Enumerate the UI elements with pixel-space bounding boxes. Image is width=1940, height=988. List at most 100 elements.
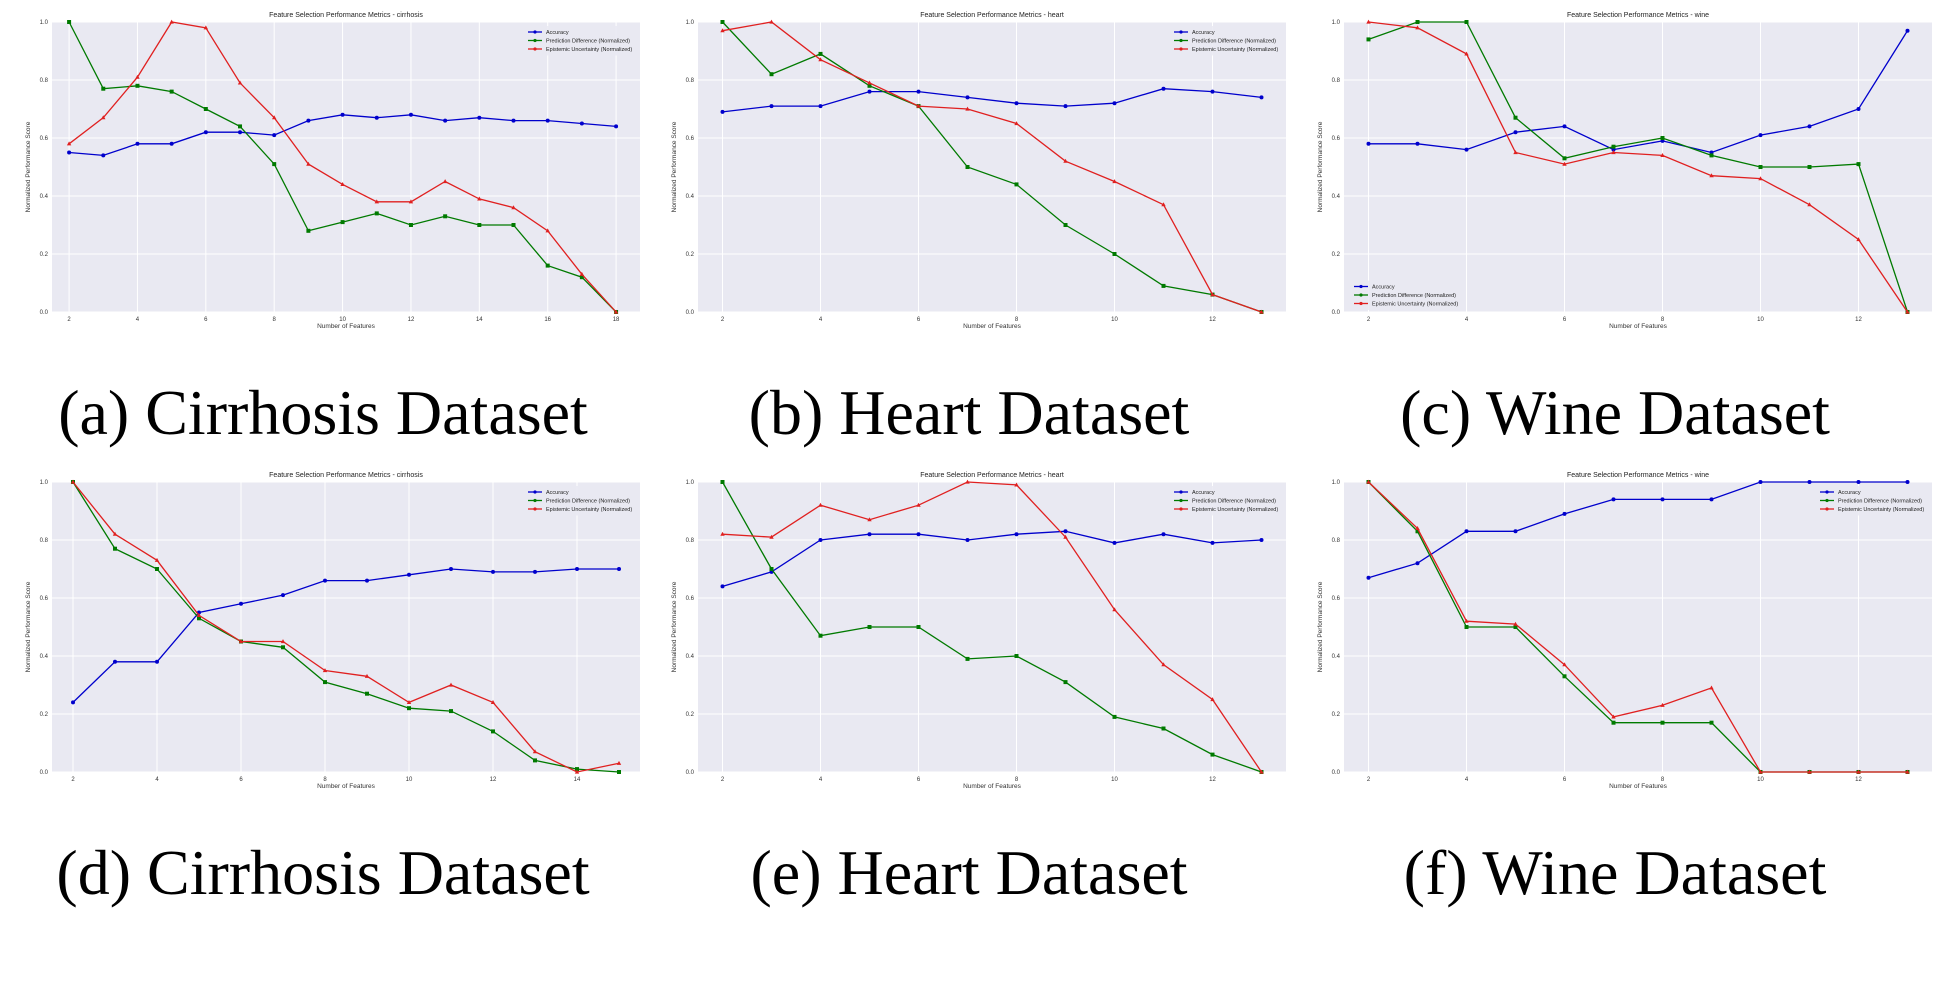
data-point-epistemic-uncertainty: [769, 19, 774, 24]
data-point-accuracy: [408, 112, 413, 117]
data-point-accuracy: [281, 593, 285, 598]
legend-label-accuracy: Accuracy: [546, 490, 569, 496]
data-point-prediction-difference: [1562, 674, 1567, 679]
x-tick-label: 4: [1465, 777, 1469, 783]
x-axis-label: Number of Features: [963, 323, 1022, 330]
data-point-epistemic-uncertainty: [532, 749, 538, 754]
data-point-epistemic-uncertainty: [1905, 769, 1910, 774]
x-tick-label: 6: [239, 777, 243, 783]
data-point-prediction-difference: [720, 20, 725, 24]
data-point-epistemic-uncertainty: [1014, 121, 1019, 126]
data-point-accuracy: [1464, 147, 1469, 152]
data-point-accuracy: [323, 578, 327, 583]
x-tick-label: 8: [1015, 777, 1019, 783]
data-point-accuracy: [1366, 575, 1371, 580]
data-point-accuracy: [67, 150, 72, 155]
data-point-prediction-difference: [101, 86, 106, 91]
data-point-epistemic-uncertainty: [1259, 769, 1264, 774]
series-line-epistemic-uncertainty: [722, 21, 1262, 313]
data-point-accuracy: [867, 532, 872, 537]
x-tick-label: 12: [1855, 777, 1862, 783]
data-point-accuracy: [374, 115, 379, 120]
legend: Accuracy Prediction Difference (Normalize…: [1816, 486, 1928, 516]
data-point-accuracy: [1807, 480, 1812, 484]
data-point-prediction-difference: [1562, 156, 1567, 161]
series-line-epistemic-uncertainty: [1368, 481, 1908, 773]
legend-label-epistemic-uncertainty: Epistemic Uncertainty (Normalized): [546, 507, 632, 513]
plot-area: [1344, 482, 1932, 772]
data-point-epistemic-uncertainty: [1856, 237, 1861, 242]
data-point-epistemic-uncertainty: [1562, 161, 1567, 166]
y-tick-label: 0.8: [40, 538, 49, 544]
series-line-accuracy: [1368, 30, 1909, 154]
data-point-accuracy: [533, 569, 537, 574]
y-tick-label: 1.0: [1332, 20, 1341, 26]
x-tick-label: 2: [1367, 777, 1371, 783]
series-epistemic-uncertainty: [720, 19, 1264, 314]
data-point-prediction-difference: [1112, 714, 1117, 719]
y-axis-label: Normalized Performance Score: [25, 581, 32, 672]
x-tick-label: 6: [1563, 317, 1567, 323]
x-axis-label: Number of Features: [1609, 323, 1668, 330]
legend-marker-accuracy: [1179, 30, 1183, 34]
data-point-accuracy: [1562, 124, 1567, 129]
plot-area: [698, 22, 1286, 312]
legend-marker-prediction-difference: [1179, 38, 1183, 43]
chart-svg-f: 2 4 6 8 10 12 0.0 0.2 0.4 0.6 0.8 1.0 Feature Select…: [1317, 472, 1932, 790]
data-point-prediction-difference: [617, 770, 621, 774]
data-point-accuracy: [1807, 124, 1812, 129]
data-point-accuracy: [1112, 101, 1117, 106]
data-point-prediction-difference: [1161, 283, 1166, 288]
legend-label-prediction-difference: Prediction Difference (Normalized): [1838, 499, 1922, 505]
y-tick-label: 0.6: [1332, 596, 1341, 602]
legend-marker-prediction-difference: [1825, 498, 1829, 503]
data-point-epistemic-uncertainty: [101, 115, 106, 120]
legend-marker-accuracy: [533, 490, 537, 494]
data-point-prediction-difference: [1660, 136, 1665, 140]
data-point-epistemic-uncertainty: [1709, 685, 1714, 690]
data-point-accuracy: [1366, 141, 1371, 146]
y-tick-label: 0.8: [1332, 538, 1341, 544]
data-point-epistemic-uncertainty: [272, 115, 277, 120]
legend-label-prediction-difference: Prediction Difference (Normalized): [1192, 39, 1276, 45]
chart-svg-a: 2 4 6 8 10 12 14 16 18 0.0 0.2 0.4 0.6 0.8 1.0 Feature …: [25, 12, 640, 330]
data-point-epistemic-uncertainty: [1807, 202, 1812, 207]
data-point-prediction-difference: [867, 83, 872, 88]
data-point-epistemic-uncertainty: [1464, 51, 1469, 56]
y-tick-label: 0.4: [40, 654, 49, 660]
x-tick-label: 4: [1465, 317, 1469, 323]
data-point-prediction-difference: [1464, 20, 1469, 24]
data-point-accuracy: [720, 584, 725, 589]
data-point-prediction-difference: [306, 228, 311, 233]
chart-svg-b: 2 4 6 8 10 12 0.0 0.2 0.4 0.6 0.8 1.0 Feature Select…: [671, 12, 1286, 330]
data-point-accuracy: [155, 659, 159, 664]
data-point-accuracy: [1513, 130, 1518, 135]
y-tick-label: 1.0: [686, 20, 695, 26]
plot-area: [698, 482, 1286, 772]
data-point-accuracy: [1758, 133, 1763, 138]
x-tick-label: 14: [476, 317, 483, 323]
data-point-prediction-difference: [545, 263, 550, 268]
y-tick-label: 0.6: [40, 136, 49, 142]
data-point-accuracy: [1611, 497, 1616, 502]
data-point-prediction-difference: [113, 546, 117, 551]
series-line-accuracy: [722, 88, 1262, 113]
chart-title: Feature Selection Performance Metrics - …: [920, 12, 1064, 19]
data-point-epistemic-uncertainty: [1611, 714, 1616, 719]
legend-label-accuracy: Accuracy: [1192, 490, 1215, 496]
y-tick-label: 0.4: [1332, 194, 1341, 200]
legend-label-epistemic-uncertainty: Epistemic Uncertainty (Normalized): [1192, 507, 1278, 513]
caption-f: (f) Wine Dataset: [1403, 837, 1827, 908]
x-tick-label: 4: [819, 777, 823, 783]
data-point-epistemic-uncertainty: [1660, 153, 1665, 157]
data-point-accuracy: [1562, 511, 1567, 516]
data-point-epistemic-uncertainty: [1415, 526, 1420, 530]
legend-marker-epistemic-uncertainty: [533, 507, 537, 511]
caption-c: (c) Wine Dataset: [1400, 377, 1830, 448]
caption-d: (d) Cirrhosis Dataset: [56, 837, 590, 908]
y-tick-label: 0.6: [686, 136, 695, 142]
data-point-prediction-difference: [374, 211, 379, 216]
data-point-prediction-difference: [1807, 165, 1812, 169]
legend-label-accuracy: Accuracy: [546, 30, 569, 36]
y-tick-label: 0.2: [686, 712, 695, 718]
